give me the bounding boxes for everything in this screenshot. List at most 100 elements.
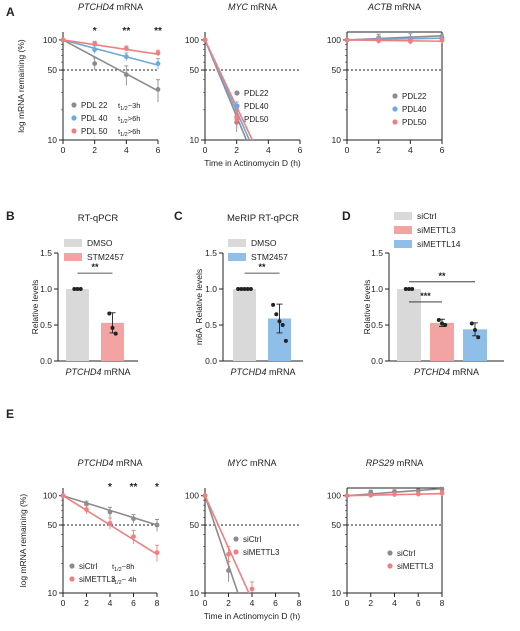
replicate-point xyxy=(476,335,481,340)
legend-label: PDL40 xyxy=(244,102,269,111)
y-tick-label: 10 xyxy=(48,588,58,598)
data-point-siMETTL3 xyxy=(131,534,136,539)
chart-title-main: ACTB xyxy=(367,2,392,12)
bar-siMETTL3 xyxy=(430,322,454,361)
significance-mark: *** xyxy=(420,291,431,301)
y-tick-label: 50 xyxy=(48,520,58,530)
legend-swatch xyxy=(64,239,82,247)
data-point-PDL50 xyxy=(376,38,382,44)
y-tick-label: 10 xyxy=(332,588,342,598)
legend-half-life: t1/2~3h xyxy=(118,101,140,112)
fit-line-PDL-50 xyxy=(63,39,159,55)
y-tick-label: 50 xyxy=(190,65,200,75)
y-tick-label: 10 xyxy=(48,135,58,145)
legend-marker xyxy=(392,119,398,125)
data-point-PDL-50 xyxy=(155,50,161,56)
x-tick-label: 4 xyxy=(408,145,413,155)
y-tick-label: 0.0 xyxy=(40,356,52,366)
x-tick-label: 6 xyxy=(298,145,303,155)
data-point-siMETTL3 xyxy=(368,492,374,498)
replicate-point xyxy=(469,321,474,326)
data-point-siMETTL3 xyxy=(415,491,421,497)
y-tick-label: 100 xyxy=(185,491,199,501)
panel-letter-B: B xyxy=(6,209,15,223)
significance-mark: * xyxy=(93,26,97,37)
legend-label: PDL 50 xyxy=(81,127,108,136)
x-tick-label: 6 xyxy=(156,145,161,155)
legend-marker xyxy=(233,549,239,555)
data-point-siMETTL3 xyxy=(84,507,89,512)
y-tick-label: 1.5 xyxy=(40,248,52,258)
legend-label: siMETTL3 xyxy=(79,575,116,584)
x-axis-label-main: PTCHD4 xyxy=(65,367,101,377)
replicate-point xyxy=(277,319,282,324)
x-tick-label: 6 xyxy=(440,145,445,155)
legend-label: siMETTL3 xyxy=(397,562,434,571)
x-tick-label: 8 xyxy=(440,598,445,608)
x-tick-label: 0 xyxy=(61,598,66,608)
line-chart-7: 10 50 100 0 2 4 6 8 MYC mRNA Time in Actinomycin … xyxy=(185,458,302,621)
data-point-siCtrl xyxy=(154,522,160,528)
data-point-PDL-22 xyxy=(155,87,161,92)
replicate-point xyxy=(72,287,77,291)
replicate-point xyxy=(110,325,115,330)
y-tick-label: 0.5 xyxy=(40,320,52,330)
y-tick-label: 0.0 xyxy=(205,356,217,366)
chart-title-suffix: mRNA xyxy=(392,2,421,12)
legend-label: siCtrl xyxy=(79,562,97,571)
x-tick-label: 2 xyxy=(84,598,89,608)
x-axis-label: PTCHD4 mRNA xyxy=(230,367,295,377)
panel-letter-A: A xyxy=(6,5,15,19)
chart-title-main: MYC xyxy=(228,2,249,12)
legend-swatch xyxy=(228,253,246,261)
legend-label: STM2457 xyxy=(251,252,288,262)
replicate-point xyxy=(407,287,411,291)
y-tick-label: 0.0 xyxy=(371,356,383,366)
y-tick-label: 50 xyxy=(332,65,342,75)
bar-STM2457 xyxy=(268,318,291,361)
legend-label: PDL22 xyxy=(244,89,269,98)
panel-letter-C: C xyxy=(174,209,183,223)
y-tick-label: 10 xyxy=(332,135,342,145)
y-tick-label: 1.0 xyxy=(40,284,52,294)
significance-mark: ** xyxy=(154,26,162,37)
data-point-PDL-50 xyxy=(60,37,66,43)
line-chart-6: 10 50 100 0 2 4 6 8 PTCHD4 mRNA log mRNA remainin… xyxy=(18,458,160,608)
data-point-PDL-40 xyxy=(92,47,98,53)
fit-line-PDL50 xyxy=(347,39,443,43)
replicate-point xyxy=(403,287,408,291)
y-axis-label: Relative levels xyxy=(30,280,40,335)
replicate-point xyxy=(239,287,244,291)
replicate-point xyxy=(443,323,448,327)
replicate-point xyxy=(245,287,250,291)
x-axis-label: Time in Actinomycin D (h) xyxy=(204,611,301,621)
y-tick-label: 50 xyxy=(332,520,342,530)
data-point-siMETTL3 xyxy=(344,493,350,499)
x-axis-label-suffix: mRNA xyxy=(267,367,296,377)
legend-swatch xyxy=(394,226,412,234)
x-tick-label: 2 xyxy=(234,145,239,155)
data-point-siMETTL3 xyxy=(60,493,66,499)
data-point-PDL-22 xyxy=(123,72,129,78)
line-chart-8: 10 50 100 0 2 4 6 8 RPS29 mRNA siCtrl siMETTL3 xyxy=(327,458,445,608)
legend-label: siCtrl xyxy=(417,211,436,221)
data-point-siMETTL3 xyxy=(107,520,113,526)
x-tick-label: 4 xyxy=(266,145,271,155)
chart-title-suffix: mRNA xyxy=(394,458,423,468)
legend-label: DMSO xyxy=(251,238,277,248)
x-tick-label: 4 xyxy=(108,598,113,608)
y-tick-label: 100 xyxy=(43,35,57,45)
chart-title-main: MYC xyxy=(228,458,249,468)
legend-label: PDL22 xyxy=(402,92,427,101)
significance-mark: ** xyxy=(91,262,99,272)
legend-label: PDL40 xyxy=(402,105,427,114)
y-tick-label: 10 xyxy=(190,135,200,145)
legend-label: siMETTL14 xyxy=(417,239,461,249)
legend-marker xyxy=(392,93,398,99)
bar-DMSO xyxy=(233,289,256,361)
replicate-point xyxy=(248,287,253,291)
legend-label: PDL 40 xyxy=(81,114,108,123)
chart-title: ACTB mRNA xyxy=(367,2,421,12)
data-point-siMETTL3 xyxy=(226,551,231,557)
